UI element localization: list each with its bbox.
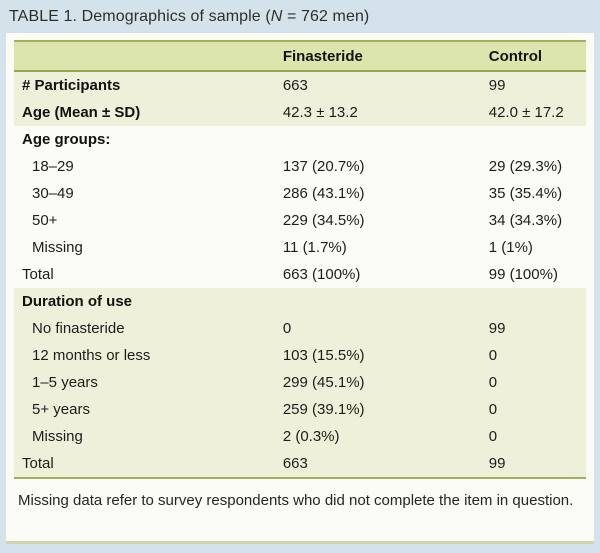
finasteride-value: 11 (1.7%)	[282, 239, 347, 256]
table-card: Finasteride Control # Participants 663 99 A…	[6, 33, 594, 544]
row-label: Total	[14, 450, 283, 478]
control-value: 29 (29.3%)	[488, 158, 563, 175]
finasteride-value: 137 (20.7%)	[282, 158, 365, 175]
row-label: 18–29	[32, 158, 74, 175]
finasteride-value: 259 (39.1%)	[282, 396, 489, 423]
row-label: Age groups:	[22, 131, 111, 148]
row-label: Total	[22, 266, 54, 283]
row-label: 5+ years	[14, 396, 283, 423]
finasteride-value: 103 (15.5%)	[282, 342, 489, 369]
finasteride-value: 299 (45.1%)	[282, 369, 489, 396]
control-value: 0	[488, 396, 586, 423]
table-header: Finasteride Control	[14, 41, 586, 72]
table-title-text: TABLE 1. Demographics of sample (	[9, 8, 271, 25]
table-row: Missing 11 (1.7%) 1 (1%)	[14, 234, 586, 261]
table-row: 1–5 years 299 (45.1%) 0	[14, 369, 586, 396]
table-row: Age (Mean ± SD) 42.3 ± 13.2 42.0 ± 17.2	[14, 99, 586, 126]
finasteride-value	[282, 288, 489, 315]
finasteride-value	[283, 126, 489, 153]
row-label: No finasteride	[14, 315, 283, 342]
row-label: Missing	[32, 239, 83, 256]
table-title-suffix: = 762 men)	[282, 8, 370, 25]
finasteride-value: 229 (34.5%)	[282, 212, 365, 229]
control-value: 34 (34.3%)	[488, 212, 563, 229]
table-row: # Participants 663 99	[14, 71, 586, 99]
row-label: Age (Mean ± SD)	[14, 99, 283, 126]
footnote: Missing data refer to survey respondents…	[18, 492, 574, 509]
control-value: 35 (35.4%)	[488, 185, 563, 202]
finasteride-value: 2 (0.3%)	[282, 423, 489, 450]
table-title: TABLE 1. Demographics of sample (N = 762…	[0, 0, 600, 33]
control-value: 1 (1%)	[488, 239, 533, 256]
control-value: 99	[488, 315, 586, 342]
finasteride-value: 286 (43.1%)	[282, 185, 365, 202]
control-value	[488, 288, 586, 315]
row-label: 50+	[32, 212, 58, 229]
row-label: 30–49	[32, 185, 74, 202]
table-row: Total 663 (100%) 99 (100%)	[14, 261, 586, 288]
control-value	[489, 126, 586, 153]
finasteride-value: 663	[282, 450, 489, 478]
col-header-finasteride: Finasteride	[282, 41, 489, 72]
table-body: # Participants 663 99 Age (Mean ± SD) 42.3 ±…	[14, 71, 586, 478]
control-value: 99	[488, 71, 586, 99]
table-row: 5+ years 259 (39.1%) 0	[14, 396, 586, 423]
row-label: # Participants	[14, 71, 283, 99]
col-header-control: Control	[488, 41, 586, 72]
row-label: Missing	[14, 423, 283, 450]
table-row: No finasteride 0 99	[14, 315, 586, 342]
table-row: Total 663 99	[14, 450, 586, 478]
finasteride-value: 0	[282, 315, 489, 342]
table-row: Duration of use	[14, 288, 586, 315]
table-row: 12 months or less 103 (15.5%) 0	[14, 342, 586, 369]
header-row: Finasteride Control	[14, 41, 586, 72]
row-label: Duration of use	[14, 288, 283, 315]
control-value: 0	[488, 423, 586, 450]
table-row: 18–29 137 (20.7%) 29 (29.3%)	[14, 153, 586, 180]
row-label: 12 months or less	[14, 342, 283, 369]
control-value: 42.0 ± 17.2	[488, 99, 586, 126]
control-value: 99 (100%)	[488, 266, 558, 283]
finasteride-value: 663 (100%)	[282, 266, 361, 283]
table-row: 30–49 286 (43.1%) 35 (35.4%)	[14, 180, 586, 207]
col-header-empty	[14, 41, 283, 72]
table-row: Missing 2 (0.3%) 0	[14, 423, 586, 450]
control-value: 0	[488, 342, 586, 369]
demographics-table: Finasteride Control # Participants 663 99 A…	[14, 40, 586, 479]
table-row: Age groups:	[14, 126, 586, 153]
table-title-n: N	[270, 8, 283, 25]
finasteride-value: 663	[282, 71, 489, 99]
table-row: 50+ 229 (34.5%) 34 (34.3%)	[14, 207, 586, 234]
finasteride-value: 42.3 ± 13.2	[282, 99, 489, 126]
row-label: 1–5 years	[14, 369, 283, 396]
control-value: 0	[488, 369, 586, 396]
control-value: 99	[488, 450, 586, 478]
